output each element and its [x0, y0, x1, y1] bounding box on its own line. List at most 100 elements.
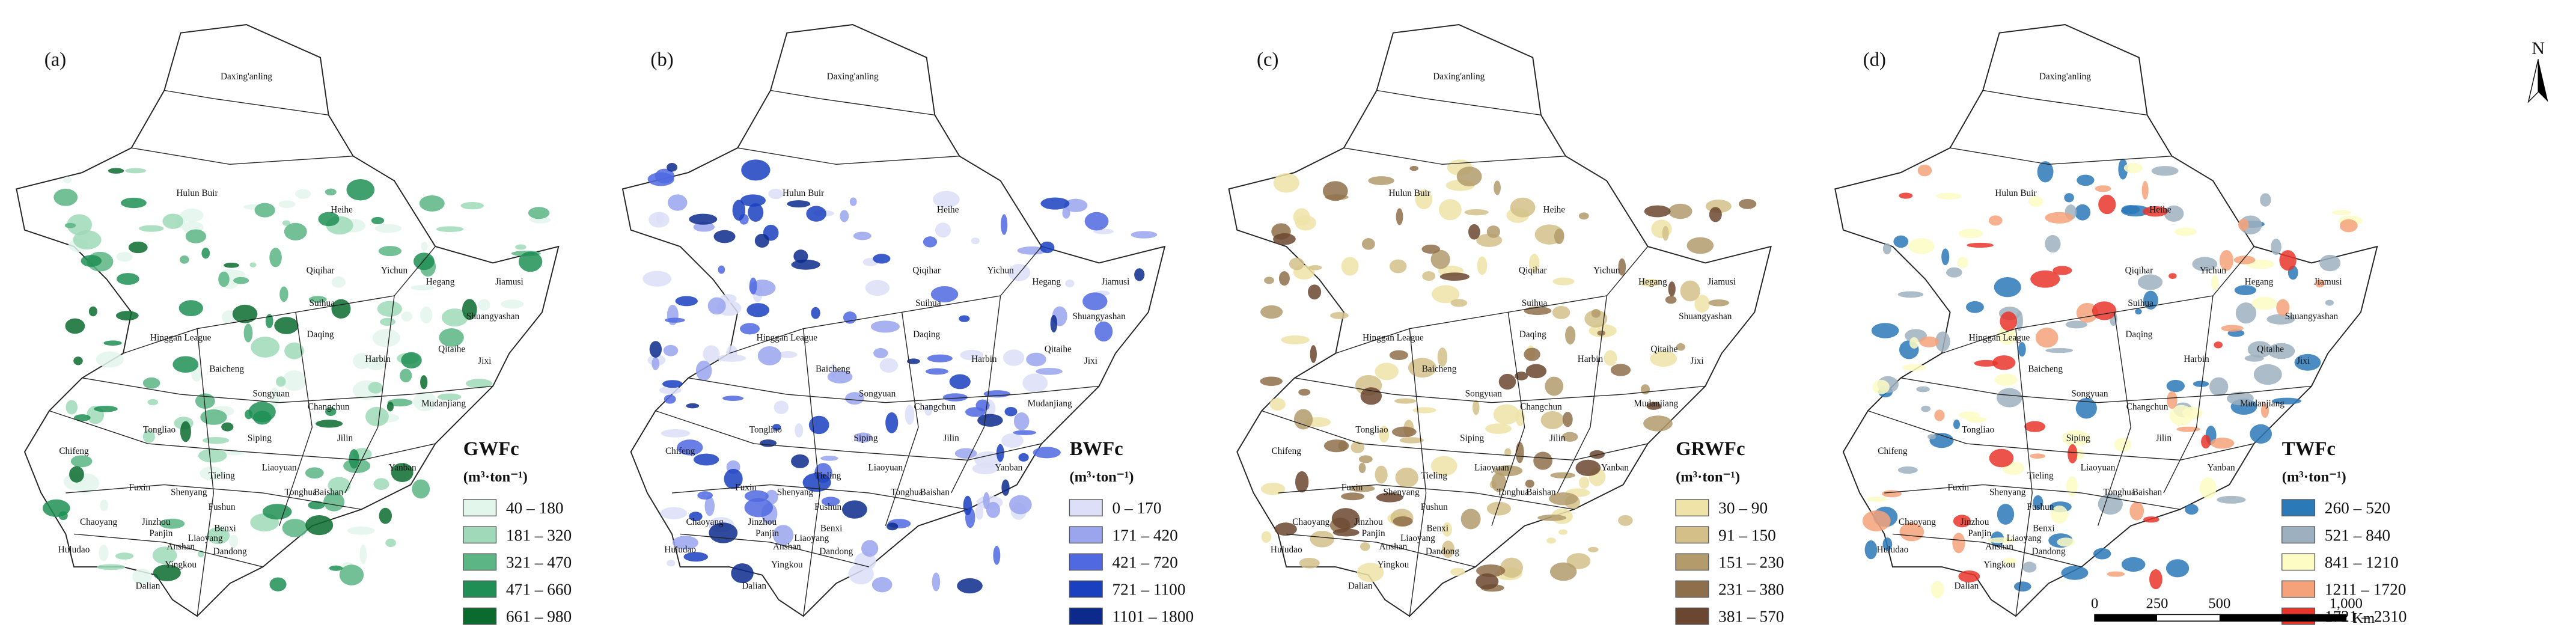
city-label: Jinzhou	[142, 517, 171, 527]
city-label: Hinggan League	[757, 333, 818, 343]
value-patch	[69, 466, 84, 483]
value-patch	[1084, 212, 1109, 231]
value-patch	[63, 176, 72, 183]
city-label: Siping	[854, 433, 878, 443]
value-patch	[1395, 467, 1418, 488]
value-patch	[748, 203, 764, 222]
value-patch	[1996, 388, 2022, 408]
value-patch	[1934, 409, 1945, 421]
legend-swatch	[1069, 499, 1103, 517]
value-patch	[1494, 465, 1523, 477]
city-label: Jiamusi	[495, 277, 523, 287]
value-patch	[774, 400, 789, 414]
value-patch	[1504, 448, 1512, 456]
value-patch	[1308, 265, 1322, 271]
value-patch	[1450, 299, 1468, 307]
value-patch	[1987, 537, 2016, 543]
city-label: Anshan	[1985, 542, 2013, 552]
value-patch	[53, 188, 78, 206]
legend-swatch	[1069, 580, 1103, 598]
scale-label: 250	[2146, 595, 2169, 611]
city-label: Harbin	[1578, 354, 1604, 364]
value-patch	[233, 277, 249, 284]
city-label: Yichun	[2200, 266, 2227, 276]
value-patch	[269, 248, 282, 268]
value-patch	[465, 379, 493, 388]
value-patch	[1036, 367, 1063, 375]
value-patch	[1989, 448, 2014, 468]
value-patch	[1040, 241, 1055, 254]
value-patch	[1668, 281, 1676, 297]
value-patch	[932, 572, 941, 592]
value-patch	[1552, 305, 1570, 319]
value-patch	[115, 552, 134, 560]
legend-label: 1101 – 1800	[1113, 608, 1194, 626]
value-patch	[1917, 164, 1932, 177]
value-patch	[2000, 311, 2018, 331]
value-patch	[663, 344, 679, 356]
value-patch	[436, 226, 464, 233]
value-patch	[1515, 442, 1524, 463]
value-patch	[1552, 277, 1575, 286]
value-patch	[1941, 248, 1950, 266]
value-patch	[1330, 312, 1349, 319]
value-patch	[683, 552, 709, 562]
value-patch	[1561, 432, 1578, 442]
value-patch	[200, 409, 227, 425]
value-patch	[732, 200, 746, 221]
value-patch	[1486, 225, 1501, 238]
legend-label: 321 – 470	[506, 553, 572, 571]
city-label: Heihe	[1543, 204, 1566, 215]
value-patch	[1921, 405, 1931, 412]
value-patch	[1392, 426, 1417, 438]
value-patch	[959, 315, 970, 322]
value-patch	[667, 560, 676, 567]
city-label: Hulun Buir	[783, 188, 824, 198]
city-label: Liaoyuan	[1474, 463, 1509, 473]
legend-title: TWFc	[2282, 438, 2336, 460]
value-patch	[74, 414, 91, 421]
city-label: Jilin	[943, 433, 959, 443]
value-patch	[1437, 347, 1448, 367]
value-patch	[697, 491, 713, 500]
value-patch	[262, 504, 292, 520]
value-patch	[1994, 373, 2018, 386]
panel-label: (a)	[44, 49, 66, 70]
legend-swatch	[2281, 553, 2316, 571]
value-patch	[323, 492, 345, 512]
value-patch	[2022, 561, 2037, 573]
value-patch	[371, 216, 385, 224]
city-label: Hegang	[426, 277, 455, 287]
value-patch	[94, 405, 118, 412]
city-label: Tonghua	[285, 488, 317, 498]
value-patch	[2035, 328, 2059, 348]
value-patch	[2077, 174, 2095, 186]
value-patch	[885, 412, 899, 433]
city-label: Fushun	[208, 502, 235, 512]
city-label: Mudanjiang	[1028, 399, 1072, 409]
city-label: Yanban	[995, 463, 1022, 473]
value-patch	[2074, 204, 2091, 221]
value-patch	[2201, 435, 2211, 449]
city-label: Dandong	[2032, 546, 2066, 557]
city-label: Yanban	[389, 463, 417, 473]
value-patch	[749, 277, 757, 295]
value-patch	[2129, 501, 2144, 521]
city-label: Songyuan	[2071, 389, 2108, 399]
city-label: Jilin	[1549, 433, 1566, 443]
value-patch	[1432, 285, 1460, 304]
city-label: Hegang	[1032, 277, 1061, 287]
legend-unit: (m³·ton⁻¹)	[1676, 469, 1740, 485]
value-patch	[1992, 355, 2016, 370]
value-patch	[1269, 398, 1286, 411]
value-patch	[1930, 581, 1944, 599]
value-patch	[1399, 437, 1424, 444]
value-patch	[385, 539, 396, 548]
legend-swatch	[463, 607, 497, 625]
city-label: Mudanjiang	[2240, 399, 2285, 409]
value-patch	[1644, 205, 1671, 218]
value-patch	[656, 212, 664, 224]
value-patch	[954, 448, 977, 459]
value-patch	[811, 307, 820, 319]
city-label: Fuxin	[1947, 482, 1969, 492]
